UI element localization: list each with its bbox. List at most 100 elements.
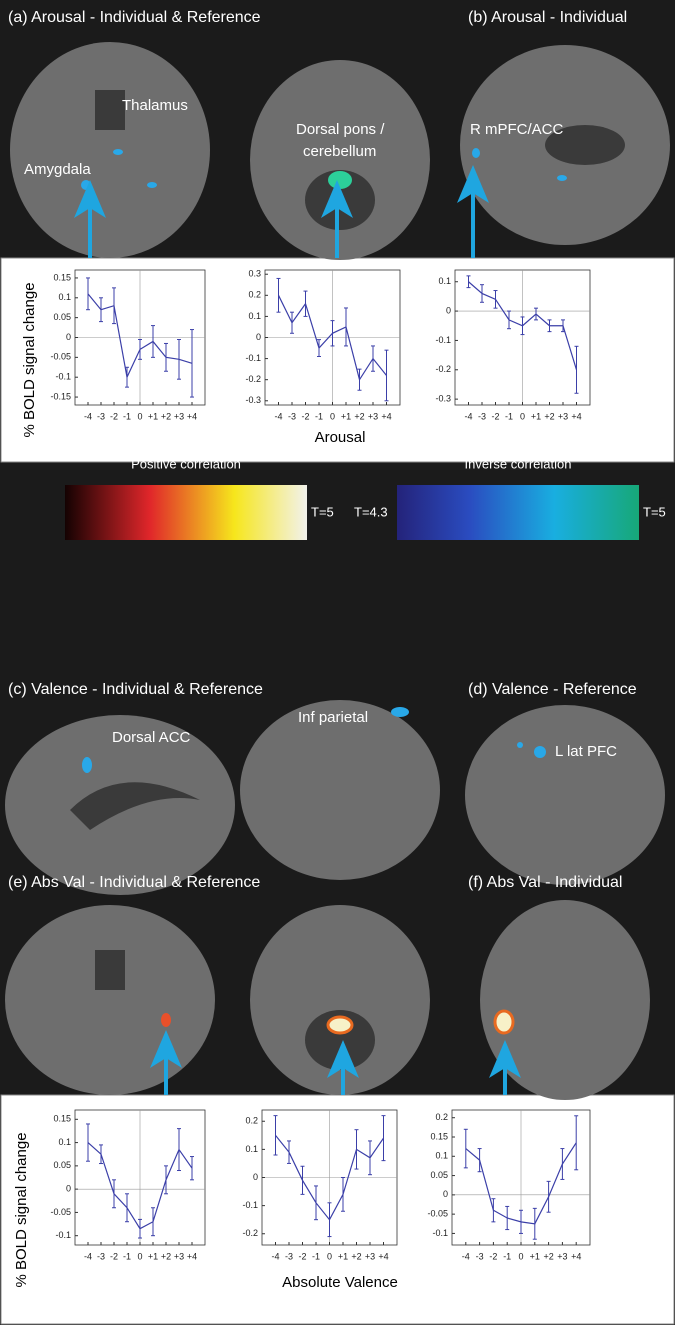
x-tick-label: +4 — [571, 411, 581, 421]
y-tick-label: 0 — [66, 332, 71, 342]
y-tick-label: -0.2 — [245, 374, 261, 384]
y-tick-label: -0.1 — [242, 1200, 258, 1210]
x-tick-label: +2 — [351, 1251, 361, 1261]
region-label: L lat PFC — [555, 743, 617, 760]
x-tick-label: -2 — [491, 411, 499, 421]
x-tick-label: +3 — [365, 1251, 375, 1261]
x-tick-label: +4 — [571, 1251, 581, 1261]
y-tick-label: -0.1 — [245, 353, 261, 363]
x-tick-label: -3 — [288, 411, 296, 421]
y-tick-label: 0.3 — [248, 269, 261, 279]
y-tick-label: 0 — [253, 1172, 258, 1182]
y-tick-label: 0.2 — [248, 290, 261, 300]
y-tick-label: -0.1 — [432, 1228, 448, 1238]
x-tick-label: -2 — [110, 1251, 118, 1261]
y-tick-label: 0 — [443, 1189, 448, 1199]
x-tick-label: -4 — [84, 1251, 92, 1261]
x-tick-label: -4 — [271, 1251, 279, 1261]
y-tick-label: -0.1 — [55, 372, 71, 382]
x-tick-label: +4 — [381, 411, 391, 421]
colorbar-max: T=5 — [643, 504, 666, 519]
x-tick-label: +1 — [148, 1251, 158, 1261]
x-axis-label: Absolute Valence — [282, 1274, 398, 1291]
y-tick-label: 0.1 — [435, 1151, 448, 1161]
panel-label: (b) Arousal - Individual — [468, 9, 627, 26]
colorbar-title: Inverse correlation — [465, 456, 572, 471]
x-tick-label: -2 — [489, 1251, 497, 1261]
x-tick-label: +4 — [187, 1251, 197, 1261]
y-tick-label: 0.1 — [58, 292, 71, 302]
y-tick-label: -0.2 — [242, 1228, 258, 1238]
y-tick-label: 0.05 — [430, 1170, 448, 1180]
x-tick-label: +4 — [187, 411, 197, 421]
x-tick-label: +4 — [378, 1251, 388, 1261]
x-tick-label: +3 — [368, 411, 378, 421]
x-tick-label: -3 — [478, 411, 486, 421]
x-tick-label: +2 — [543, 1251, 553, 1261]
x-tick-label: -4 — [464, 411, 472, 421]
x-tick-label: +2 — [544, 411, 554, 421]
colorbar-positive — [65, 485, 307, 540]
x-tick-label: 0 — [520, 411, 525, 421]
x-tick-label: +3 — [174, 1251, 184, 1261]
x-tick-label: -3 — [476, 1251, 484, 1261]
region-label: R mPFC/ACC — [470, 121, 564, 138]
y-tick-label: 0.15 — [430, 1131, 448, 1141]
x-tick-label: -4 — [462, 1251, 470, 1261]
x-tick-label: +3 — [174, 411, 184, 421]
y-tick-label: 0.05 — [53, 312, 71, 322]
x-tick-label: -1 — [312, 1251, 320, 1261]
y-tick-label: 0 — [446, 305, 451, 315]
x-tick-label: -1 — [503, 1251, 511, 1261]
panel-label: (e) Abs Val - Individual & Reference — [8, 874, 260, 891]
x-tick-label: +1 — [530, 1251, 540, 1261]
x-tick-label: -4 — [84, 411, 92, 421]
x-tick-label: -1 — [123, 411, 131, 421]
y-tick-label: 0.1 — [248, 311, 261, 321]
x-tick-label: -3 — [97, 411, 105, 421]
y-tick-label: 0.1 — [438, 276, 451, 286]
y-tick-label: 0.2 — [245, 1116, 258, 1126]
region-label: Thalamus — [122, 97, 188, 114]
x-tick-label: -1 — [505, 411, 513, 421]
y-tick-label: -0.2 — [435, 364, 451, 374]
y-tick-label: -0.3 — [435, 394, 451, 404]
x-tick-label: +2 — [161, 1251, 171, 1261]
x-tick-label: +1 — [531, 411, 541, 421]
x-tick-label: +1 — [148, 411, 158, 421]
region-label: Dorsal pons / — [296, 121, 385, 138]
y-tick-label: -0.15 — [50, 391, 71, 401]
x-axis-label: Arousal — [315, 429, 366, 446]
x-tick-label: -1 — [315, 411, 323, 421]
panel-label: (c) Valence - Individual & Reference — [8, 681, 263, 698]
y-tick-label: -0.05 — [50, 352, 71, 362]
y-tick-label: -0.3 — [245, 395, 261, 405]
region-label: cerebellum — [303, 143, 376, 160]
region-label: Inf parietal — [298, 709, 368, 726]
x-tick-label: -2 — [110, 411, 118, 421]
panel-label: (a) Arousal - Individual & Reference — [8, 9, 261, 26]
x-tick-label: -2 — [298, 1251, 306, 1261]
y-tick-label: 0.1 — [58, 1137, 71, 1147]
y-tick-label: 0.1 — [245, 1144, 258, 1154]
figure: (a) Arousal - Individual & Reference (b)… — [0, 0, 675, 1325]
x-tick-label: -2 — [301, 411, 309, 421]
x-tick-label: +1 — [338, 1251, 348, 1261]
x-tick-label: 0 — [137, 1251, 142, 1261]
y-tick-label: -0.05 — [427, 1209, 448, 1219]
x-tick-label: +3 — [558, 411, 568, 421]
y-tick-label: -0.1 — [435, 335, 451, 345]
x-tick-label: 0 — [137, 411, 142, 421]
x-tick-label: +2 — [354, 411, 364, 421]
y-tick-label: 0.05 — [53, 1160, 71, 1170]
y-tick-label: 0 — [66, 1184, 71, 1194]
y-tick-label: 0.2 — [435, 1112, 448, 1122]
y-tick-label: 0 — [256, 332, 261, 342]
region-label: Amygdala — [24, 161, 91, 178]
region-label: Dorsal ACC — [112, 729, 191, 746]
colorbar-inverse — [397, 485, 639, 540]
x-tick-label: +2 — [161, 411, 171, 421]
y-tick-label: 0.15 — [53, 1114, 71, 1124]
panel-label: (f) Abs Val - Individual — [468, 874, 622, 891]
colorbar-min: T=4.3 — [354, 504, 388, 519]
